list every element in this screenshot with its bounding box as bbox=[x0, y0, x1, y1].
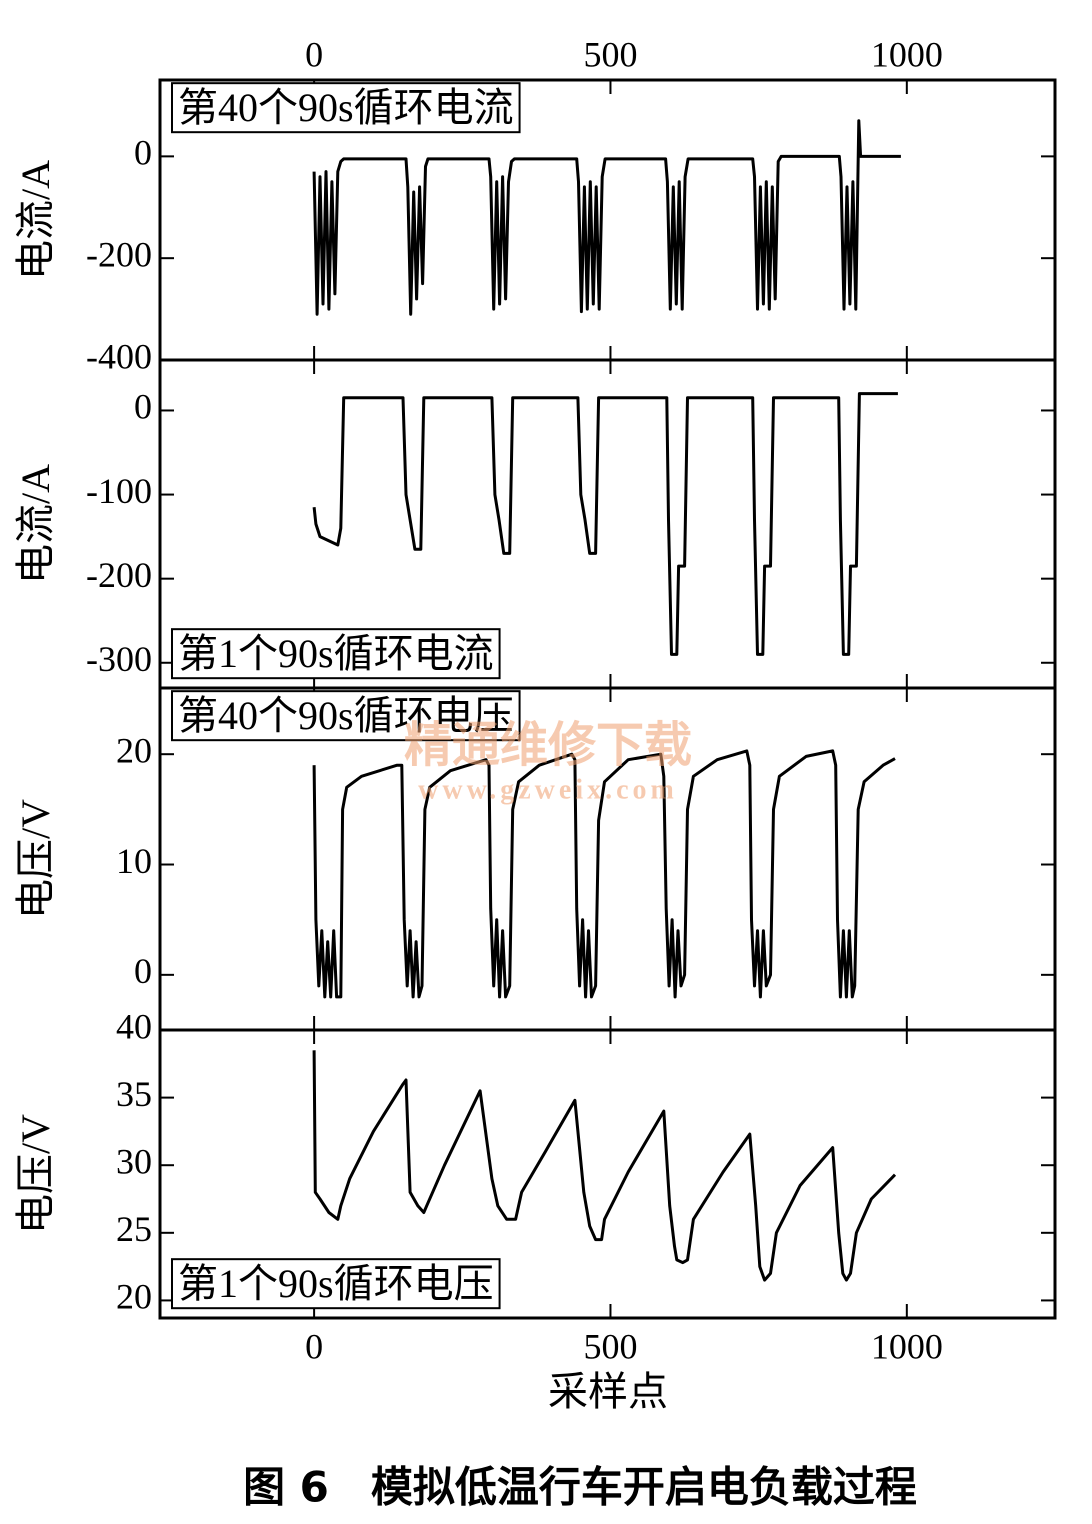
y-tick-label: 0 bbox=[134, 951, 152, 991]
y-tick-label: -300 bbox=[86, 639, 152, 679]
annotation-box bbox=[171, 82, 521, 134]
annotation-box bbox=[171, 690, 521, 742]
y-axis-label: 电流/A bbox=[13, 464, 58, 584]
annotation: 第1个90s循环电压 bbox=[178, 1261, 494, 1306]
x-tick-label: 1000 bbox=[871, 34, 943, 74]
annotation: 第40个90s循环电压 bbox=[178, 693, 514, 738]
y-axis-label: 电流/A bbox=[13, 160, 58, 280]
y-axis-label: 电压/V bbox=[13, 799, 58, 919]
y-tick-label: 35 bbox=[116, 1074, 152, 1114]
caption: 图 6 模拟低温行车开启电负载过程 bbox=[243, 1463, 917, 1512]
y-tick-label: 40 bbox=[116, 1006, 152, 1046]
watermark: www.gzweix.com bbox=[418, 774, 678, 805]
x-axis-label: 采样点 bbox=[548, 1369, 668, 1414]
y-tick-label: -100 bbox=[86, 471, 152, 511]
watermark: 精通维修下载 bbox=[404, 719, 692, 772]
y-tick-label: -200 bbox=[86, 555, 152, 595]
data-line bbox=[312, 749, 896, 999]
y-tick-label: 20 bbox=[116, 730, 152, 770]
data-line bbox=[312, 119, 901, 316]
x-tick-label: 500 bbox=[583, 1326, 637, 1366]
y-tick-label: 25 bbox=[116, 1209, 152, 1249]
x-tick-label: 1000 bbox=[871, 1326, 943, 1366]
panel-frame bbox=[158, 1028, 1057, 1320]
y-tick-label: 30 bbox=[116, 1141, 152, 1181]
y-tick-label: 10 bbox=[116, 841, 152, 881]
annotation: 第1个90s循环电流 bbox=[178, 631, 494, 676]
y-axis-label: 电压/V bbox=[13, 1114, 58, 1234]
x-tick-label: 500 bbox=[583, 34, 637, 74]
x-tick-label: 0 bbox=[305, 1326, 323, 1366]
data-line bbox=[312, 392, 898, 656]
annotation-box bbox=[171, 1258, 501, 1310]
y-tick-label: -400 bbox=[86, 336, 152, 376]
x-tick-label: 0 bbox=[305, 34, 323, 74]
y-tick-label: -200 bbox=[86, 234, 152, 274]
y-tick-label: 0 bbox=[134, 133, 152, 173]
annotation: 第40个90s循环电流 bbox=[178, 85, 514, 130]
y-tick-label: 0 bbox=[134, 387, 152, 427]
y-tick-label: 20 bbox=[116, 1277, 152, 1317]
annotation-box bbox=[171, 628, 501, 680]
data-line bbox=[312, 1050, 897, 1282]
